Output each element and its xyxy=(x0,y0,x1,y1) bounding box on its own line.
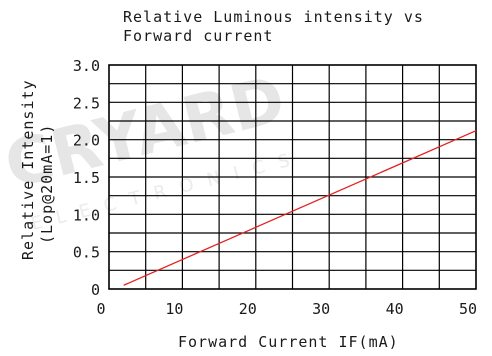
series-line xyxy=(123,130,477,286)
x-tick-label: 40 xyxy=(386,300,404,318)
y-tick-label: 3.0 xyxy=(73,57,100,75)
y-axis-label-line-1: Relative Intensity xyxy=(19,79,37,260)
y-tick-label: 1.0 xyxy=(73,206,100,224)
x-axis-label: Forward Current IF(mA) xyxy=(178,333,399,351)
x-tick-label: 10 xyxy=(165,300,183,318)
y-tick-label: 1.5 xyxy=(73,169,100,187)
x-tick-labels: 0 10 20 30 40 50 xyxy=(96,300,477,318)
chart-title-line-1: Relative Luminous intensity vs xyxy=(123,8,424,26)
y-tick-label: 2.5 xyxy=(73,94,100,112)
x-tick-label: 0 xyxy=(96,300,105,318)
y-axis-label-line-2: (Lop@20mA=1) xyxy=(38,124,56,244)
plot-frame xyxy=(108,64,477,290)
y-tick-label: 0 xyxy=(91,281,100,299)
y-tick-labels: 0 0.5 1.0 1.5 2.0 2.5 3.0 xyxy=(73,57,100,299)
chart-title-line-2: Forward current xyxy=(123,27,273,45)
series xyxy=(123,130,477,286)
x-tick-label: 20 xyxy=(239,300,257,318)
y-tick-label: 2.0 xyxy=(73,132,100,150)
y-tick-label: 0.5 xyxy=(73,244,100,262)
x-tick-label: 50 xyxy=(459,300,477,318)
grid xyxy=(109,65,476,289)
x-tick-label: 30 xyxy=(312,300,330,318)
